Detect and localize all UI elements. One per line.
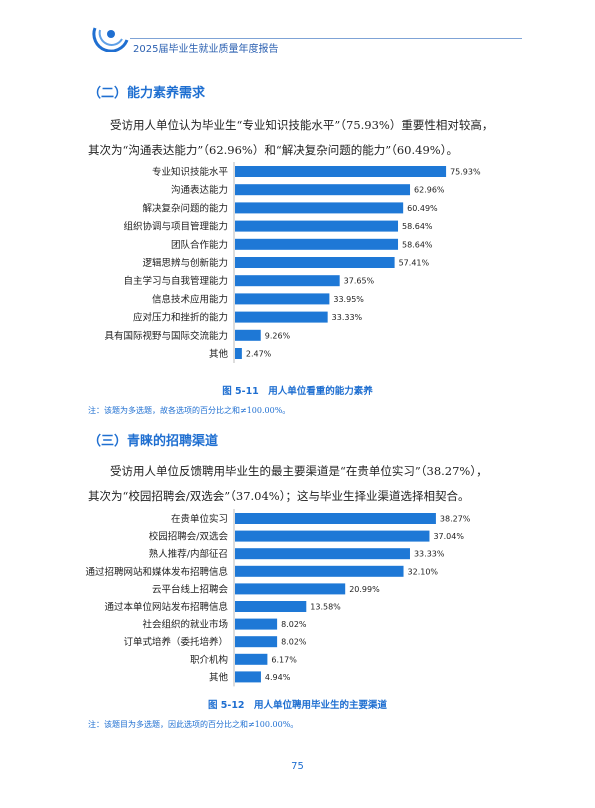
value-label: 58.64% [402,240,433,249]
bar-mark [235,565,404,577]
bar-mark [235,548,410,560]
value-label: 57.41% [399,259,430,268]
category-label: 其他 [209,348,229,360]
value-label: 13.58% [310,603,341,612]
value-label: 32.10% [408,567,439,576]
header-title: 2025届毕业生就业质量年度报告 [133,44,279,55]
value-label: 38.27% [440,515,471,524]
value-label: 2.47% [246,350,272,359]
bar-mark [235,583,346,595]
bar-mark [235,671,261,683]
bar-mark [235,220,399,232]
section-paragraph-channels: 受访用人单位反馈聘用毕业生的最主要渠道是“在贵单位实习”（38.27%）， 其次… [88,459,508,509]
paragraph-line: 其次为“沟通表达能力”（62.96%）和“解决复杂问题的能力”（60.49%）。 [88,138,508,163]
value-label: 8.02% [281,638,307,647]
category-label: 通过本单位网站发布招聘信息 [104,601,228,613]
category-label: 通过招聘网站和媒体发布招聘信息 [85,566,228,578]
channel-bar-chart: 在贵单位实习 38.27% 校园招聘会/双选会 37.04% 熟人推荐/内部征召 33.3… [0,507,595,692]
category-label: 应对压力和挫折的能力 [133,312,228,324]
category-label: 具有国际视野与国际交流能力 [104,330,228,342]
paragraph-text: 受访用人单位认为毕业生“专业知识技能水平”（75.93%）重要性相对较高， [110,118,494,132]
paragraph-line: 受访用人单位反馈聘用毕业生的最主要渠道是“在贵单位实习”（38.27%）， [88,459,508,484]
value-label: 60.49% [407,204,438,213]
section-title-ability: （二）能力素养需求 [88,86,206,101]
figure-caption-5-11: 图 5-11 用人单位看重的能力素养 [222,386,373,397]
value-label: 33.33% [414,550,445,559]
category-label: 订单式培养（委托培养） [123,636,228,648]
value-label: 75.93% [450,168,481,177]
value-label: 37.65% [344,277,375,286]
bar-mark [235,166,447,177]
value-label: 37.04% [433,532,464,541]
category-label: 信息技术应用能力 [152,293,228,305]
bar-mark [235,257,395,268]
channel-bar-chart-svg: 在贵单位实习 38.27% 校园招聘会/双选会 37.04% 熟人推荐/内部征召 33.3… [85,509,471,687]
category-label: 校园招聘会/双选会 [149,531,229,543]
value-label: 4.94% [265,673,291,682]
section-title-channels: （三）青睐的招聘渠道 [88,434,219,449]
bar-mark [235,202,404,214]
paragraph-text: 其次为“沟通表达能力”（62.96%）和“解决复杂问题的能力”（60.49%）。 [88,143,458,157]
bar-mark [235,601,307,612]
category-label: 专业知识技能水平 [152,166,229,178]
ability-bar-chart: 专业知识技能水平 75.93% 沟通表达能力 62.96% 解决复杂问题的能力 60.49… [0,160,595,375]
paragraph-line: 受访用人单位认为毕业生“专业知识技能水平”（75.93%）重要性相对较高， [88,113,508,138]
paragraph-line: 其次为“校园招聘会/双选会”（37.04%）；这与毕业生择业渠道选择相契合。 [88,484,508,509]
category-label: 熟人推荐/内部征召 [149,548,228,560]
category-label: 社会组织的就业市场 [142,619,228,631]
bar-mark [235,329,261,341]
figure-note-5-11: 注：该题为多选题，故各选项的百分比之和≠100.00%。 [88,406,291,415]
section-paragraph-ability: 受访用人单位认为毕业生“专业知识技能水平”（75.93%）重要性相对较高， 其次… [88,113,508,163]
category-label: 逻辑思辨与创新能力 [142,257,228,269]
header-divider [130,38,522,39]
category-label: 自主学习与自我管理能力 [123,275,228,287]
page-header: 2025届毕业生就业质量年度报告 [0,0,595,60]
bar-mark [235,513,436,524]
value-label: 6.17% [271,655,297,664]
bar-mark [235,653,268,665]
bar-mark [235,636,278,648]
bar-mark [235,275,340,287]
figure-caption-5-12: 图 5-12 用人单位聘用毕业生的主要渠道 [207,700,388,711]
page-number: 75 [291,761,304,772]
ability-bar-chart-svg: 专业知识技能水平 75.93% 沟通表达能力 62.96% 解决复杂问题的能力 60.49… [104,162,481,363]
report-logo-icon [92,27,129,52]
bar-mark [235,293,330,305]
bar-mark [235,311,328,323]
value-label: 58.64% [402,222,433,231]
bar-mark [235,184,411,196]
bar-mark [235,348,242,359]
category-label: 职介机构 [190,654,228,666]
value-label: 33.33% [332,313,363,322]
value-label: 62.96% [414,186,445,195]
category-label: 沟通表达能力 [171,184,228,196]
value-label: 8.02% [281,620,307,629]
category-label: 组织协调与项目管理能力 [123,221,228,233]
value-label: 33.95% [333,295,364,304]
category-label: 在贵单位实习 [171,513,228,525]
category-label: 云平台线上招聘会 [152,583,229,595]
value-label: 20.99% [349,585,380,594]
category-label: 解决复杂问题的能力 [142,202,228,214]
value-label: 9.26% [265,331,291,340]
category-label: 其他 [209,671,229,683]
paragraph-text: 受访用人单位反馈聘用毕业生的最主要渠道是“在贵单位实习”（38.27%）， [110,464,488,478]
figure-note-5-12: 注：该题目为多选题，因此选项的百分比之和≠100.00%。 [88,720,299,729]
bar-mark [235,238,399,250]
bar-mark [235,618,278,630]
paragraph-text: 其次为“校园招聘会/双选会”（37.04%）；这与毕业生择业渠道选择相契合。 [88,489,470,503]
category-label: 团队合作能力 [171,239,228,251]
bar-mark [235,530,430,542]
